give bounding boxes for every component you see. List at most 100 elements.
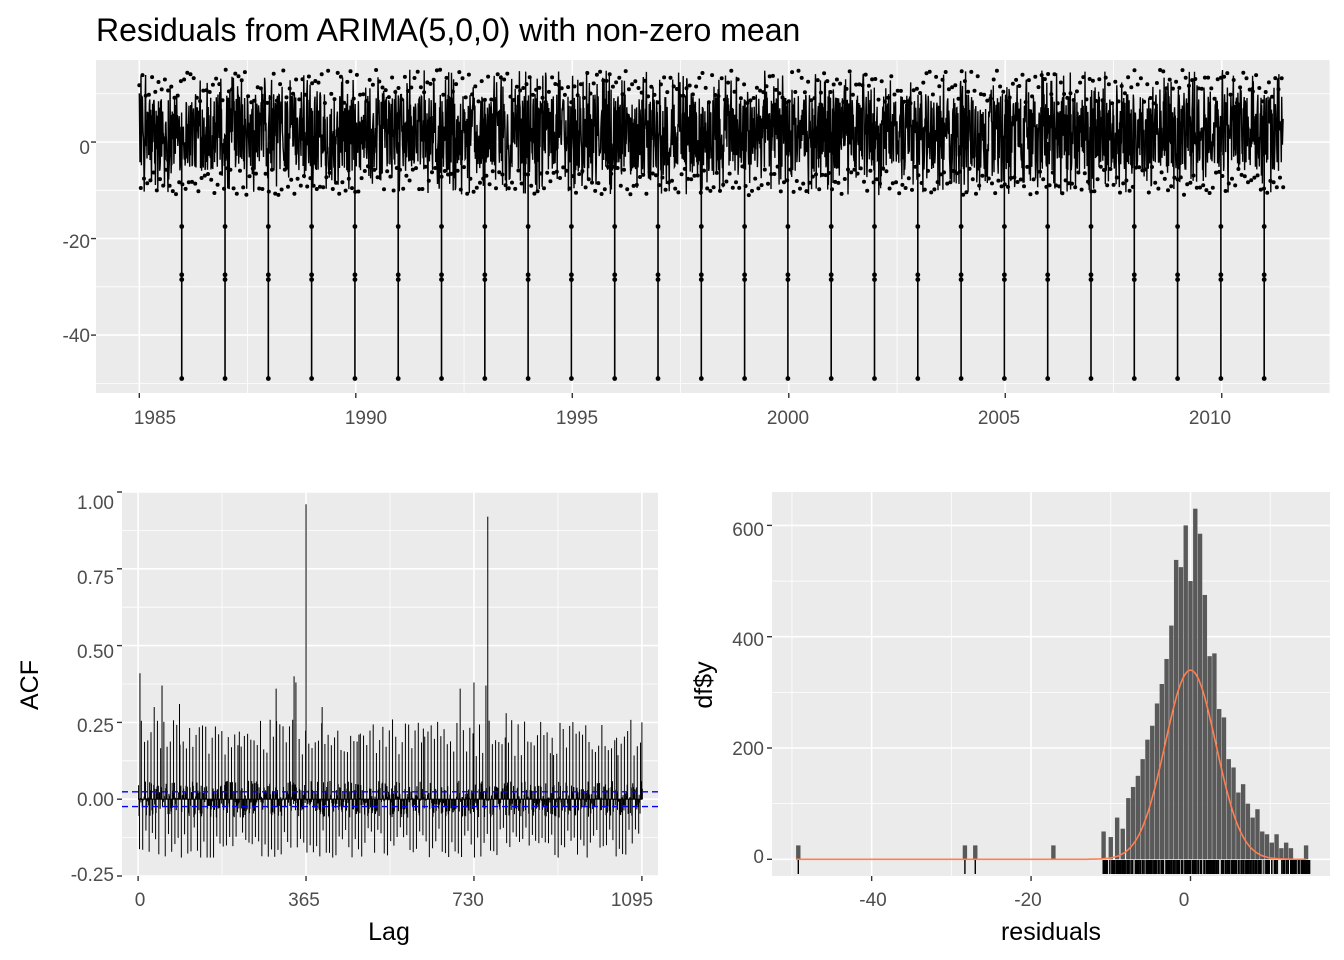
annual-spike-point	[958, 277, 964, 282]
residual-point	[588, 91, 593, 96]
residual-point	[1207, 191, 1212, 195]
residual-point	[1242, 174, 1247, 179]
residual-point	[998, 84, 1003, 89]
residual-point	[156, 80, 161, 84]
residual-point	[906, 176, 911, 181]
residual-point	[1265, 190, 1270, 195]
residual-point	[942, 170, 946, 175]
residual-point	[494, 186, 498, 191]
residual-point	[1222, 74, 1227, 79]
residual-point	[711, 185, 716, 190]
residual-point	[1263, 90, 1268, 94]
residual-point	[812, 96, 817, 101]
residual-point	[1022, 184, 1026, 189]
residual-point	[580, 169, 585, 174]
residual-point	[1244, 76, 1249, 81]
residual-point	[1113, 79, 1118, 84]
residual-point	[190, 179, 194, 184]
residual-point	[831, 82, 836, 87]
residual-point	[162, 77, 167, 82]
residual-point	[1270, 94, 1275, 99]
residual-point	[839, 191, 844, 196]
residual-point	[138, 186, 143, 190]
residual-point	[932, 187, 937, 192]
residual-point	[1146, 190, 1151, 195]
residual-point	[1076, 170, 1081, 175]
residual-point	[238, 168, 242, 173]
residual-point	[446, 172, 450, 177]
residual-point	[1183, 75, 1188, 80]
residual-point	[940, 77, 945, 82]
residual-point	[954, 171, 959, 176]
annual-spike-point	[395, 272, 401, 278]
residual-point	[1062, 92, 1067, 96]
residual-point	[1038, 169, 1042, 174]
residual-point	[1137, 165, 1142, 170]
annual-spike-point	[915, 277, 921, 282]
residual-point	[310, 81, 315, 86]
residual-point	[1226, 181, 1231, 186]
residual-point	[1214, 170, 1218, 175]
residual-point	[775, 164, 780, 169]
annual-spike-point	[698, 272, 704, 278]
residual-point	[894, 180, 898, 185]
residual-point	[780, 95, 785, 100]
residual-point	[974, 191, 978, 196]
residual-point	[1166, 188, 1170, 193]
annual-spike-point	[612, 224, 618, 229]
hist-y-tick-label: 400	[732, 630, 764, 651]
residual-point	[959, 69, 964, 74]
residual-point	[1042, 77, 1047, 82]
residual-point	[1247, 87, 1252, 92]
residual-point	[999, 184, 1004, 189]
histogram-bar	[1279, 848, 1284, 860]
annual-spike-point	[958, 272, 964, 278]
residual-point	[1071, 98, 1076, 102]
residual-point	[986, 176, 991, 181]
residual-point	[377, 79, 382, 84]
annual-spike-point	[265, 224, 271, 229]
residual-point	[330, 187, 335, 191]
residual-point	[332, 97, 337, 102]
residual-point	[1052, 72, 1057, 77]
residual-point	[247, 174, 252, 179]
residual-point	[1054, 183, 1058, 188]
residual-point	[590, 180, 594, 185]
residual-point	[700, 71, 705, 75]
histogram-bar	[1140, 759, 1145, 860]
ts-y-tick-label: -20	[63, 232, 90, 253]
residual-point	[985, 98, 990, 103]
residual-point	[214, 76, 219, 81]
residual-point	[809, 98, 814, 103]
residual-point	[841, 100, 846, 104]
annual-spike-point	[1045, 376, 1051, 381]
annual-spike-point	[1045, 272, 1051, 278]
annual-spike-point	[1261, 376, 1267, 381]
histogram-bar	[1274, 834, 1279, 860]
residual-point	[879, 79, 884, 84]
residual-point	[564, 168, 569, 173]
residual-point	[578, 82, 583, 87]
residual-point	[1018, 177, 1023, 182]
annual-spike-point	[1175, 272, 1180, 278]
residual-point	[444, 75, 449, 80]
residual-point	[868, 168, 873, 173]
residual-point	[825, 79, 830, 84]
residual-point	[782, 180, 786, 185]
histogram-bar	[1207, 656, 1212, 860]
residual-point	[486, 74, 491, 79]
residual-point	[759, 183, 764, 188]
residual-point	[1279, 76, 1284, 81]
residual-point	[1118, 190, 1122, 195]
residual-point	[268, 95, 273, 100]
annual-spike-point	[958, 224, 964, 229]
residual-point	[270, 167, 274, 172]
residual-point	[681, 93, 686, 98]
hist-y-tick-label: 600	[732, 520, 764, 541]
annual-spike-point	[872, 277, 877, 282]
residual-point	[482, 97, 487, 102]
residual-point	[1190, 78, 1195, 83]
residual-point	[1122, 91, 1127, 96]
residual-point	[956, 96, 961, 101]
residual-point	[796, 68, 801, 73]
